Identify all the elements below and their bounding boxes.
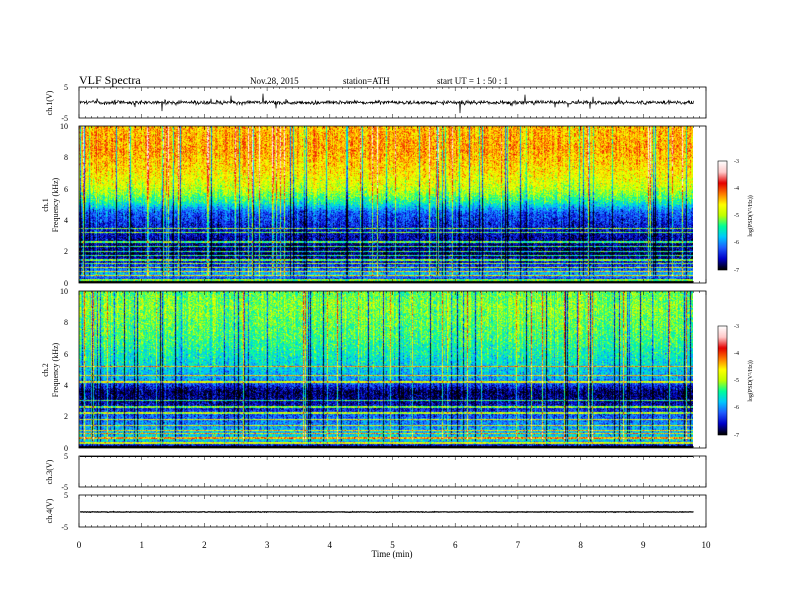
ch1-spectrogram-ylabel-channel: ch.1 bbox=[41, 198, 50, 212]
ch2-colorbar bbox=[718, 326, 727, 435]
ch2-colorbar-frame bbox=[717, 325, 728, 436]
x-tick-label: 9 bbox=[641, 540, 646, 550]
ch1-colorbar bbox=[718, 161, 727, 270]
ch1-spectrogram-xticks bbox=[78, 126, 707, 283]
ch3-waveform-xticks bbox=[78, 456, 707, 487]
ch2-ytick-8: 8 bbox=[64, 318, 68, 327]
x-axis-label: Time (min) bbox=[372, 549, 413, 559]
ch1-ytick-8: 8 bbox=[64, 153, 68, 162]
x-tick-label: 7 bbox=[516, 540, 521, 550]
ch1-cbar-tick-m3: -3 bbox=[734, 159, 739, 165]
ch1-waveform-ylabel: ch.1(V) bbox=[45, 90, 54, 115]
ch2-ytick-0: 0 bbox=[64, 444, 68, 453]
ch2-cbar-tick-m4: -4 bbox=[734, 351, 739, 357]
ch2-spectrogram-panel: 10 8 6 4 2 0 ch.2 Frequency (kHz) -3 -4 … bbox=[41, 287, 754, 453]
ch1-cbar-tick-m6: -6 bbox=[734, 240, 739, 246]
x-tick-label: 2 bbox=[202, 540, 207, 550]
x-tick-label: 4 bbox=[328, 540, 333, 550]
ch4-waveform-panel: 5 -5 ch.4(V) bbox=[45, 491, 707, 532]
ch1-ytick-4: 4 bbox=[64, 216, 68, 225]
ch1-ytick-top: 5 bbox=[64, 83, 68, 92]
ch2-ytick-2: 2 bbox=[64, 412, 68, 421]
station-label: station=ATH bbox=[343, 76, 390, 86]
ch2-colorbar-ticks: -3 -4 -5 -6 -7 bbox=[734, 324, 739, 439]
date-label: Nov.28, 2015 bbox=[250, 76, 299, 86]
ch3-ytick-bottom: -5 bbox=[61, 483, 68, 492]
ch4-waveform-trace bbox=[80, 510, 694, 514]
ch4-waveform-ylabel: ch.4(V) bbox=[45, 498, 54, 523]
ch1-ytick-0: 0 bbox=[64, 279, 68, 288]
ch1-spectrogram-heatmap bbox=[79, 126, 693, 283]
ch1-cbar-tick-m5: -5 bbox=[734, 213, 739, 219]
ch2-cbar-tick-m6: -6 bbox=[734, 405, 739, 411]
ch2-ytick-10: 10 bbox=[60, 287, 68, 296]
x-tick-label: 10 bbox=[702, 540, 712, 550]
ch1-spectrogram-panel: 10 8 6 4 2 0 ch.1 Frequency (kHz) -3 -4 … bbox=[41, 122, 754, 288]
ch1-waveform-panel: 5 -5 ch.1(V) bbox=[45, 83, 707, 123]
x-tick-label: 0 bbox=[77, 540, 82, 550]
figure-title: VLF Spectra bbox=[79, 73, 141, 87]
ch1-ytick-2: 2 bbox=[64, 247, 68, 256]
ch4-waveform-xticks bbox=[78, 495, 707, 527]
ch2-colorbar-label: log(PSD(V²/Hz)) bbox=[747, 360, 754, 401]
ch1-colorbar-label: log(PSD(V²/Hz)) bbox=[747, 195, 754, 236]
x-tick-label: 8 bbox=[578, 540, 583, 550]
ch3-ytick-top: 5 bbox=[64, 452, 68, 461]
ch1-cbar-tick-m4: -4 bbox=[734, 186, 739, 192]
ch2-spectrogram-xticks bbox=[78, 291, 707, 448]
x-axis-tick-labels: 0 1 2 3 4 5 6 7 8 9 10 bbox=[77, 540, 711, 550]
x-tick-label: 3 bbox=[265, 540, 270, 550]
ch3-waveform-ylabel: ch.3(V) bbox=[45, 459, 54, 484]
ch1-ytick-10: 10 bbox=[60, 122, 68, 131]
ch1-colorbar-ticks: -3 -4 -5 -6 -7 bbox=[734, 159, 739, 274]
ch4-ytick-bottom: -5 bbox=[61, 523, 68, 532]
ch3-waveform-panel: 5 -5 ch.3(V) bbox=[45, 452, 707, 492]
ch1-cbar-tick-m7: -7 bbox=[734, 268, 739, 274]
x-tick-label: 1 bbox=[139, 540, 144, 550]
ch1-waveform-xticks bbox=[78, 87, 707, 118]
ch2-spectrogram-heatmap bbox=[79, 291, 693, 448]
ch1-spectrogram-ylabel-frequency: Frequency (kHz) bbox=[51, 177, 60, 232]
x-tick-label: 6 bbox=[453, 540, 458, 550]
ch3-waveform-frame bbox=[78, 455, 707, 488]
ch2-spectrogram-ylabel-channel: ch.2 bbox=[41, 363, 50, 377]
ch1-ytick-6: 6 bbox=[64, 185, 68, 194]
ch2-cbar-tick-m5: -5 bbox=[734, 378, 739, 384]
ch2-spectrogram-ylabel-frequency: Frequency (kHz) bbox=[51, 342, 60, 397]
ch1-waveform-trace bbox=[79, 93, 694, 114]
start-time-label: start UT = 1 : 50 : 1 bbox=[437, 76, 508, 86]
ch2-cbar-tick-m3: -3 bbox=[734, 324, 739, 330]
ch2-ytick-6: 6 bbox=[64, 350, 68, 359]
ch2-cbar-tick-m7: -7 bbox=[734, 433, 739, 439]
ch4-ytick-top: 5 bbox=[64, 491, 68, 500]
ch1-waveform-frame bbox=[78, 86, 707, 119]
ch1-ytick-bottom: -5 bbox=[61, 114, 68, 123]
x-tick-label: 5 bbox=[390, 540, 395, 550]
ch2-ytick-4: 4 bbox=[64, 381, 68, 390]
ch1-colorbar-frame bbox=[717, 160, 728, 271]
